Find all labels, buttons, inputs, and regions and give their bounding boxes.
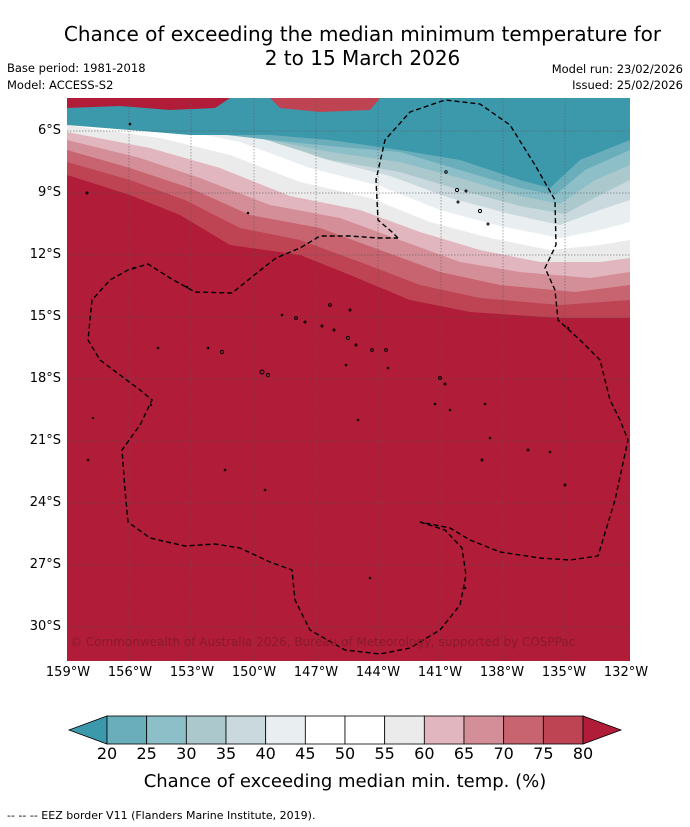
field-below-20 xyxy=(67,98,630,188)
colorbar-tick-25: 25 xyxy=(136,744,157,763)
colorbar-segment-70-75 xyxy=(503,715,544,745)
lat-label-24s: 24°S xyxy=(29,495,61,510)
field-north-red-patch xyxy=(67,98,230,110)
colorbar xyxy=(67,715,623,745)
issued-label: Issued: 25/02/2026 xyxy=(572,78,683,92)
lat-label-6s: 6°S xyxy=(37,123,61,138)
eez-legend: -- -- -- EEZ border V11 (Flanders Marine… xyxy=(7,809,316,822)
lon-label-135w: 135°W xyxy=(541,665,587,680)
lon-label-159w: 159°W xyxy=(45,665,91,680)
lon-label-138w: 138°W xyxy=(479,665,525,680)
field-north-red-patch-2 xyxy=(270,98,380,112)
lat-label-12s: 12°S xyxy=(29,247,61,262)
colorbar-tick-75: 75 xyxy=(533,744,554,763)
copyright-notice: © Commonwealth of Australia 2026, Bureau… xyxy=(70,635,576,649)
colorbar-segment-50-55 xyxy=(344,715,386,745)
colorbar-tick-60: 60 xyxy=(414,744,435,763)
colorbar-segment-45-50 xyxy=(304,715,346,745)
model-label: Model: ACCESS-S2 xyxy=(7,78,114,92)
lon-label-144w: 144°W xyxy=(355,665,401,680)
map-title: Chance of exceeding the median minimum t… xyxy=(0,22,690,70)
colorbar-tick-45: 45 xyxy=(295,744,316,763)
colorbar-segment-40-45 xyxy=(265,715,306,745)
colorbar-segment-30-35 xyxy=(185,715,227,745)
colorbar-segment-20-25 xyxy=(106,715,148,745)
lat-label-27s: 27°S xyxy=(29,557,61,572)
lon-label-147w: 147°W xyxy=(293,665,339,680)
lon-label-132w: 132°W xyxy=(603,665,649,680)
base-period-label: Base period: 1981-2018 xyxy=(7,61,146,75)
islands xyxy=(85,122,570,590)
colorbar-tick-55: 55 xyxy=(374,744,395,763)
title-line-2: 2 to 15 March 2026 xyxy=(264,46,461,70)
colorbar-tick-70: 70 xyxy=(493,744,514,763)
lat-label-15s: 15°S xyxy=(29,309,61,324)
lat-label-18s: 18°S xyxy=(29,371,61,386)
colorbar-tick-35: 35 xyxy=(215,744,237,763)
colorbar-tick-65: 65 xyxy=(453,744,475,763)
probability-field xyxy=(67,98,630,661)
colorbar-segment-35-40 xyxy=(225,715,267,745)
lat-label-30s: 30°S xyxy=(29,619,61,634)
colorbar-extend-below xyxy=(67,715,108,745)
title-line-1: Chance of exceeding the median minimum t… xyxy=(63,22,662,46)
eez-borders xyxy=(87,99,629,655)
lat-label-9s: 9°S xyxy=(37,185,61,200)
lon-label-141w: 141°W xyxy=(417,665,463,680)
colorbar-tick-30: 30 xyxy=(176,744,197,763)
colorbar-segment-65-70 xyxy=(463,715,505,745)
colorbar-tick-20: 20 xyxy=(96,744,118,763)
model-run-label: Model run: 23/02/2026 xyxy=(551,62,683,76)
gridlines xyxy=(67,98,630,661)
colorbar-segment-60-65 xyxy=(423,715,465,745)
colorbar-segment-55-60 xyxy=(384,715,425,745)
colorbar-segment-25-30 xyxy=(146,715,187,745)
lon-label-156w: 156°W xyxy=(107,665,153,680)
colorbar-segment-75-80 xyxy=(542,715,584,745)
colorbar-tick-50: 50 xyxy=(334,744,356,763)
colorbar-extend-above xyxy=(582,715,623,745)
colorbar-tick-80: 80 xyxy=(572,744,594,763)
colorbar-title: Chance of exceeding median min. temp. (%… xyxy=(143,771,547,792)
lon-label-150w: 150°W xyxy=(231,665,277,680)
colorbar-tick-40: 40 xyxy=(255,744,276,763)
lat-label-21s: 21°S xyxy=(29,433,61,448)
lon-label-153w: 153°W xyxy=(169,665,215,680)
